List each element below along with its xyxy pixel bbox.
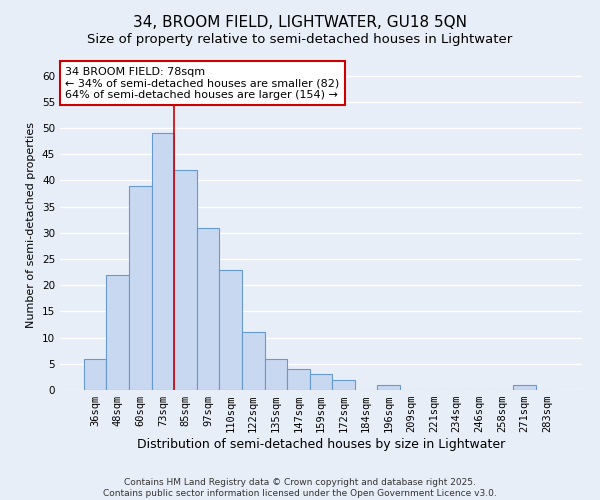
Bar bbox=[152, 134, 174, 390]
Bar bbox=[220, 270, 242, 390]
Bar bbox=[174, 170, 197, 390]
Text: 34 BROOM FIELD: 78sqm
← 34% of semi-detached houses are smaller (82)
64% of semi: 34 BROOM FIELD: 78sqm ← 34% of semi-deta… bbox=[65, 66, 340, 100]
Bar bbox=[287, 369, 310, 390]
Bar bbox=[84, 358, 106, 390]
Bar bbox=[513, 385, 536, 390]
Bar bbox=[377, 385, 400, 390]
Text: Size of property relative to semi-detached houses in Lightwater: Size of property relative to semi-detach… bbox=[88, 32, 512, 46]
Bar bbox=[310, 374, 332, 390]
Bar bbox=[106, 275, 129, 390]
Text: 34, BROOM FIELD, LIGHTWATER, GU18 5QN: 34, BROOM FIELD, LIGHTWATER, GU18 5QN bbox=[133, 15, 467, 30]
X-axis label: Distribution of semi-detached houses by size in Lightwater: Distribution of semi-detached houses by … bbox=[137, 438, 505, 451]
Bar bbox=[332, 380, 355, 390]
Bar bbox=[197, 228, 220, 390]
Bar bbox=[242, 332, 265, 390]
Bar bbox=[265, 358, 287, 390]
Bar bbox=[129, 186, 152, 390]
Text: Contains HM Land Registry data © Crown copyright and database right 2025.
Contai: Contains HM Land Registry data © Crown c… bbox=[103, 478, 497, 498]
Y-axis label: Number of semi-detached properties: Number of semi-detached properties bbox=[26, 122, 37, 328]
